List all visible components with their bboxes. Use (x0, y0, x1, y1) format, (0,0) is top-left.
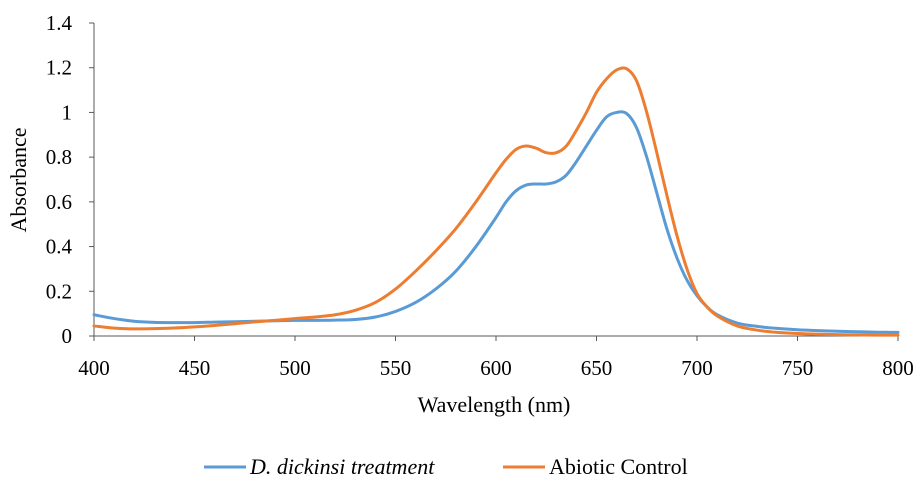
x-tick-label: 500 (279, 356, 311, 380)
d-dickinsi-treatment-line (92, 110, 900, 334)
legend: D. dickinsi treatment Abiotic Control (204, 454, 688, 479)
y-tick-label: 0 (62, 324, 73, 348)
y-tick-label: 0.6 (46, 190, 72, 214)
x-tick-label: 700 (681, 356, 713, 380)
y-tick-label: 0.2 (46, 279, 72, 303)
x-tick-label: 550 (380, 356, 412, 380)
x-tick-label: 650 (581, 356, 613, 380)
legend-label-d-dickinsi: D. dickinsi treatment (249, 454, 435, 479)
x-tick-label: 400 (78, 356, 110, 380)
y-axis-title: Absorbance (6, 127, 31, 232)
x-tick-label: 800 (882, 356, 914, 380)
x-tick-label: 450 (179, 356, 211, 380)
y-tick-label: 0.4 (46, 235, 73, 259)
y-tick-label: 1.4 (46, 11, 73, 35)
x-tick-label: 750 (782, 356, 814, 380)
y-tick-label: 1 (62, 100, 73, 124)
chart-axes: 0 0.2 0.4 0.6 0.8 1 1.2 1.4 400 450 500 550 600 650 70… (46, 11, 914, 380)
series-layer (92, 66, 900, 337)
y-tick-label: 1.2 (46, 56, 72, 80)
y-tick-label: 0.8 (46, 145, 72, 169)
legend-label-abiotic-control: Abiotic Control (549, 454, 688, 479)
abiotic-control-line (92, 66, 900, 337)
x-tick-label: 600 (480, 356, 512, 380)
x-axis-title: Wavelength (nm) (418, 392, 571, 417)
